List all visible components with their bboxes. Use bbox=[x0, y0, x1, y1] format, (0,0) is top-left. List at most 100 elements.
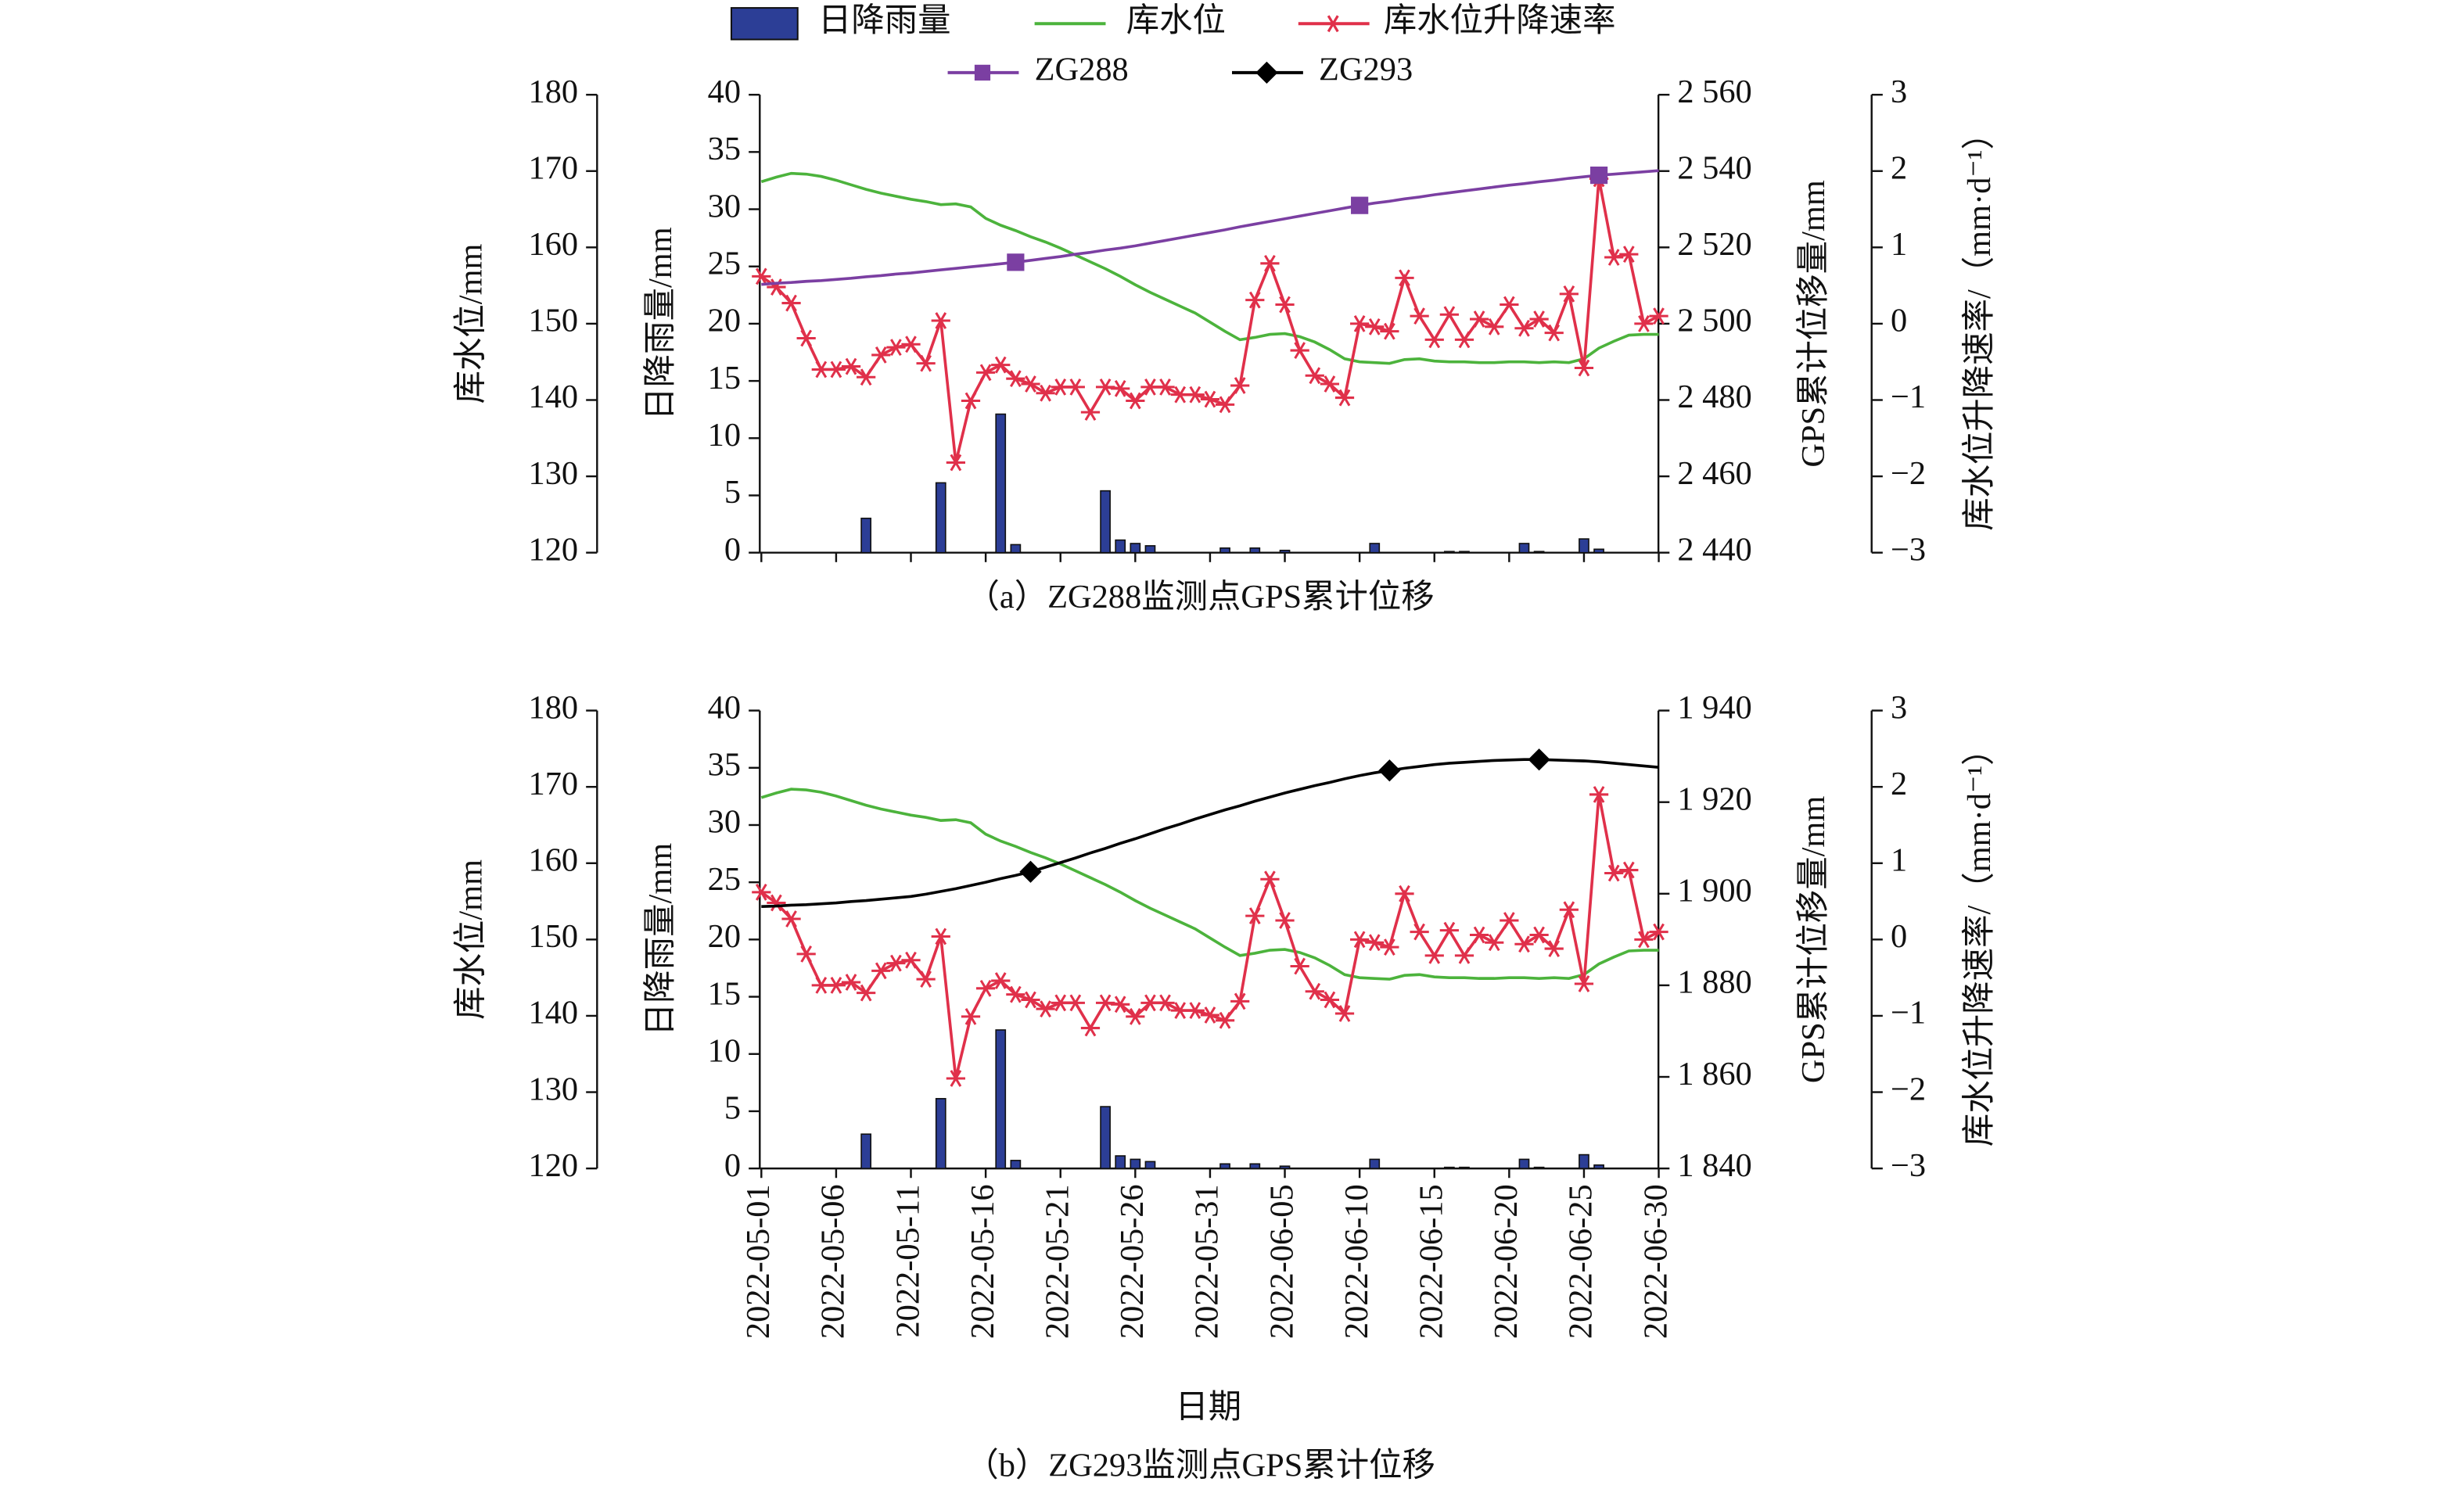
line bbox=[760, 171, 1659, 365]
marker bbox=[1305, 982, 1324, 1000]
marker bbox=[1007, 253, 1025, 271]
marker bbox=[1604, 249, 1624, 266]
y-tick-label: 30 bbox=[708, 804, 741, 841]
marker bbox=[961, 1008, 981, 1025]
marker bbox=[1410, 307, 1429, 325]
y-tick-label: 2 480 bbox=[1677, 379, 1751, 415]
marker bbox=[1155, 379, 1175, 396]
marker bbox=[1439, 306, 1459, 324]
marker bbox=[1111, 379, 1130, 397]
caption: （b）ZG293监测点GPS累计位移 bbox=[965, 1447, 1435, 1484]
marker bbox=[1424, 946, 1444, 964]
marker bbox=[946, 454, 965, 472]
bar bbox=[1115, 539, 1126, 554]
marker bbox=[991, 972, 1011, 989]
line bbox=[761, 758, 1659, 909]
axis-label: 库水位/mm bbox=[453, 243, 490, 404]
y-tick-label: 1 920 bbox=[1677, 780, 1751, 817]
axis-label: GPS累计位移量/mm bbox=[1795, 796, 1832, 1083]
marker bbox=[752, 267, 771, 285]
bar bbox=[1579, 1154, 1589, 1169]
marker bbox=[752, 883, 771, 901]
legend-swatch bbox=[974, 64, 991, 81]
marker bbox=[1589, 786, 1609, 803]
marker bbox=[826, 977, 846, 994]
marker bbox=[1200, 1006, 1220, 1024]
marker bbox=[916, 354, 936, 372]
y-tick-label: 0 bbox=[724, 1147, 741, 1184]
y-tick-label: −1 bbox=[1891, 379, 1926, 415]
marker bbox=[901, 335, 921, 353]
marker bbox=[1544, 940, 1564, 957]
marker bbox=[1485, 318, 1504, 335]
y-tick-label: 3 bbox=[1891, 689, 1907, 726]
marker bbox=[1305, 367, 1324, 385]
marker bbox=[1351, 196, 1369, 214]
bar bbox=[995, 1029, 1007, 1169]
y-tick-label: 170 bbox=[529, 149, 579, 186]
marker bbox=[1529, 310, 1549, 328]
marker bbox=[1111, 996, 1130, 1014]
marker bbox=[1574, 359, 1594, 377]
bar bbox=[1144, 1161, 1156, 1169]
y-tick-label: 1 900 bbox=[1677, 873, 1751, 910]
x-axis-label: 日期 bbox=[1175, 1389, 1241, 1426]
marker bbox=[1245, 291, 1265, 309]
legend-label: ZG293 bbox=[1319, 52, 1413, 88]
marker bbox=[1559, 285, 1579, 303]
marker bbox=[1260, 870, 1280, 888]
y-tick-label: 130 bbox=[529, 1071, 579, 1107]
marker bbox=[1065, 379, 1085, 396]
x-tick-label: 2022-05-21 bbox=[1039, 1184, 1076, 1339]
bar bbox=[1518, 1158, 1530, 1169]
marker bbox=[1260, 254, 1280, 272]
y-tick-label: 180 bbox=[529, 74, 579, 110]
marker bbox=[1320, 375, 1340, 393]
marker bbox=[1065, 994, 1085, 1012]
marker bbox=[991, 356, 1011, 374]
y-tick-label: 20 bbox=[708, 918, 741, 955]
x-tick-label: 2022-06-05 bbox=[1263, 1184, 1300, 1339]
y-tick-label: −2 bbox=[1891, 455, 1926, 492]
bar bbox=[1130, 543, 1141, 554]
marker bbox=[1424, 331, 1444, 349]
bar bbox=[1010, 544, 1022, 554]
marker bbox=[1080, 404, 1101, 421]
marker bbox=[1200, 390, 1220, 408]
x-tick-label: 2022-06-20 bbox=[1488, 1184, 1525, 1339]
line bbox=[760, 788, 1659, 981]
y-tick-label: 2 560 bbox=[1677, 74, 1751, 110]
marker bbox=[1230, 377, 1250, 394]
marker bbox=[1604, 864, 1624, 882]
y-tick-label: 1 bbox=[1891, 842, 1907, 879]
y-tick-label: 1 840 bbox=[1677, 1147, 1751, 1184]
y-tick-label: 5 bbox=[724, 474, 741, 511]
marker bbox=[1334, 1005, 1355, 1022]
marker bbox=[1410, 923, 1429, 941]
marker bbox=[1185, 1002, 1205, 1019]
bar bbox=[935, 482, 946, 554]
y-tick-label: 20 bbox=[708, 303, 741, 339]
bar bbox=[1533, 551, 1545, 554]
bar bbox=[1249, 1163, 1261, 1169]
legend-label: ZG288 bbox=[1035, 52, 1129, 88]
y-tick-label: 2 500 bbox=[1677, 303, 1751, 339]
marker bbox=[1514, 319, 1534, 337]
y-tick-label: 0 bbox=[724, 531, 741, 568]
marker bbox=[841, 357, 861, 375]
marker bbox=[1230, 992, 1250, 1010]
marker bbox=[1155, 994, 1175, 1012]
marker bbox=[1500, 912, 1519, 929]
y-tick-label: 15 bbox=[708, 360, 741, 396]
marker bbox=[1036, 1000, 1055, 1018]
marker bbox=[886, 954, 906, 972]
bar bbox=[1100, 1106, 1111, 1169]
axis-label: 库水位升降速率/（mm·d⁻¹） bbox=[1961, 117, 1998, 531]
marker bbox=[1514, 935, 1534, 953]
y-tick-label: 140 bbox=[529, 995, 579, 1032]
marker bbox=[826, 361, 846, 379]
bar bbox=[1593, 548, 1604, 554]
marker bbox=[796, 329, 816, 347]
marker bbox=[901, 951, 921, 969]
